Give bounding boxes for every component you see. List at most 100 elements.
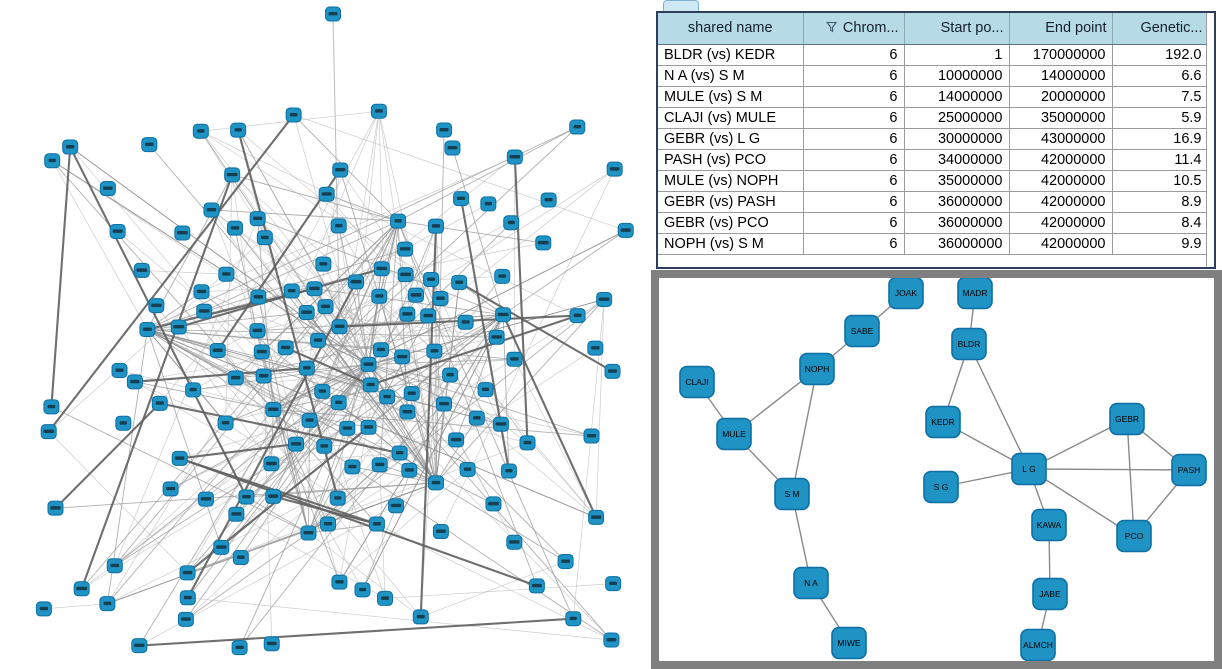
- network-edge[interactable]: [263, 111, 380, 377]
- column-header-endpoint[interactable]: End point: [1009, 13, 1113, 45]
- network-edge[interactable]: [179, 457, 538, 587]
- network-edge[interactable]: [134, 381, 226, 424]
- network-node[interactable]: [569, 308, 586, 324]
- network-node[interactable]: [506, 534, 523, 550]
- network-node[interactable]: [325, 6, 341, 22]
- table-row[interactable]: NOPH (vs) S M 6 36000000 42000000 9.9: [658, 233, 1209, 255]
- network-node[interactable]: [249, 323, 266, 339]
- network-edge[interactable]: [427, 315, 445, 405]
- network-edge[interactable]: [201, 156, 515, 293]
- node-joak[interactable]: JOAK: [888, 278, 924, 310]
- network-edge[interactable]: [378, 111, 437, 483]
- network-node[interactable]: [213, 539, 230, 555]
- network-node[interactable]: [388, 498, 405, 514]
- network-edge[interactable]: [239, 314, 504, 648]
- network-node[interactable]: [371, 288, 388, 304]
- network-edge[interactable]: [339, 314, 504, 583]
- network-edge[interactable]: [339, 169, 437, 483]
- network-edge[interactable]: [502, 314, 598, 518]
- network-node[interactable]: [332, 162, 349, 178]
- network-node[interactable]: [583, 428, 600, 444]
- network-edge[interactable]: [273, 336, 497, 497]
- network-edge[interactable]: [368, 168, 615, 365]
- network-node[interactable]: [432, 524, 449, 540]
- network-edge[interactable]: [246, 496, 309, 534]
- network-node[interactable]: [263, 456, 280, 472]
- table-partial-tab[interactable]: [663, 0, 699, 11]
- network-edge[interactable]: [397, 220, 538, 587]
- network-edge[interactable]: [380, 349, 413, 394]
- network-node[interactable]: [192, 123, 209, 139]
- network-node[interactable]: [171, 450, 188, 466]
- network-edge[interactable]: [270, 409, 274, 464]
- table-row[interactable]: MULE (vs) NOPH 6 35000000 42000000 10.5: [658, 170, 1209, 192]
- network-node[interactable]: [115, 415, 132, 431]
- network-node[interactable]: [394, 349, 411, 365]
- network-edge[interactable]: [146, 329, 222, 548]
- network-node[interactable]: [399, 306, 416, 322]
- column-header-chrom[interactable]: Chrom...: [803, 13, 905, 45]
- network-node[interactable]: [139, 321, 156, 337]
- network-edge[interactable]: [47, 114, 295, 433]
- network-node[interactable]: [390, 213, 407, 229]
- network-node[interactable]: [506, 351, 523, 367]
- network-node[interactable]: [488, 329, 505, 345]
- network-edge[interactable]: [339, 469, 468, 583]
- detail-network-canvas[interactable]: JOAK MADR SABE NOPH BLDR CLAJI MULE KEDR GEBR L G…: [659, 278, 1214, 661]
- network-node[interactable]: [480, 196, 497, 212]
- network-node[interactable]: [315, 256, 332, 272]
- network-node[interactable]: [442, 367, 459, 383]
- network-node[interactable]: [141, 137, 158, 153]
- node-madr[interactable]: MADR: [957, 278, 993, 310]
- node-kedr[interactable]: KEDR: [925, 405, 961, 439]
- network-node[interactable]: [111, 363, 128, 379]
- network-edge[interactable]: [159, 194, 327, 404]
- network-node[interactable]: [148, 298, 165, 314]
- column-header-sharedname[interactable]: shared name: [658, 13, 804, 45]
- network-node[interactable]: [231, 640, 248, 656]
- network-edge[interactable]: [502, 230, 626, 316]
- network-edge[interactable]: [54, 402, 161, 509]
- network-edge[interactable]: [368, 364, 437, 484]
- network-edge[interactable]: [476, 417, 597, 518]
- network-node[interactable]: [277, 340, 294, 356]
- network-node[interactable]: [535, 235, 552, 251]
- network-edge[interactable]: [435, 417, 478, 484]
- table-row[interactable]: MULE (vs) S M 6 14000000 20000000 7.5: [658, 86, 1209, 108]
- network-edge[interactable]: [179, 443, 297, 460]
- node-kawa[interactable]: KAWA: [1031, 508, 1067, 542]
- network-node[interactable]: [391, 445, 408, 461]
- network-edge[interactable]: [272, 126, 578, 410]
- network-node[interactable]: [348, 274, 365, 290]
- node-n-a[interactable]: N A: [793, 566, 829, 600]
- network-edge[interactable]: [221, 452, 400, 548]
- network-node[interactable]: [331, 574, 348, 590]
- network-edge[interactable]: [485, 389, 597, 518]
- network-edge[interactable]: [237, 129, 339, 499]
- network-node[interactable]: [224, 167, 241, 183]
- network-node[interactable]: [106, 558, 123, 574]
- network-node[interactable]: [196, 303, 213, 319]
- network-edge[interactable]: [271, 452, 400, 465]
- network-edge[interactable]: [211, 209, 478, 419]
- network-node[interactable]: [436, 396, 453, 412]
- network-edge[interactable]: [293, 114, 371, 385]
- network-edge[interactable]: [415, 168, 615, 296]
- network-edge[interactable]: [51, 406, 309, 534]
- network-node[interactable]: [423, 271, 440, 287]
- network-node[interactable]: [329, 490, 346, 506]
- network-node[interactable]: [43, 399, 60, 415]
- node-mule[interactable]: MULE: [716, 417, 752, 451]
- network-node[interactable]: [370, 103, 387, 119]
- network-edge[interactable]: [114, 279, 432, 566]
- network-node[interactable]: [99, 181, 116, 197]
- network-node[interactable]: [379, 389, 396, 405]
- network-edge[interactable]: [293, 114, 626, 231]
- network-edge[interactable]: [427, 315, 437, 483]
- node-s-m[interactable]: S M: [774, 477, 810, 511]
- network-edge[interactable]: [352, 466, 437, 484]
- network-node[interactable]: [399, 404, 416, 420]
- network-node[interactable]: [170, 319, 187, 335]
- network-edge[interactable]: [211, 209, 528, 444]
- network-node[interactable]: [492, 416, 509, 432]
